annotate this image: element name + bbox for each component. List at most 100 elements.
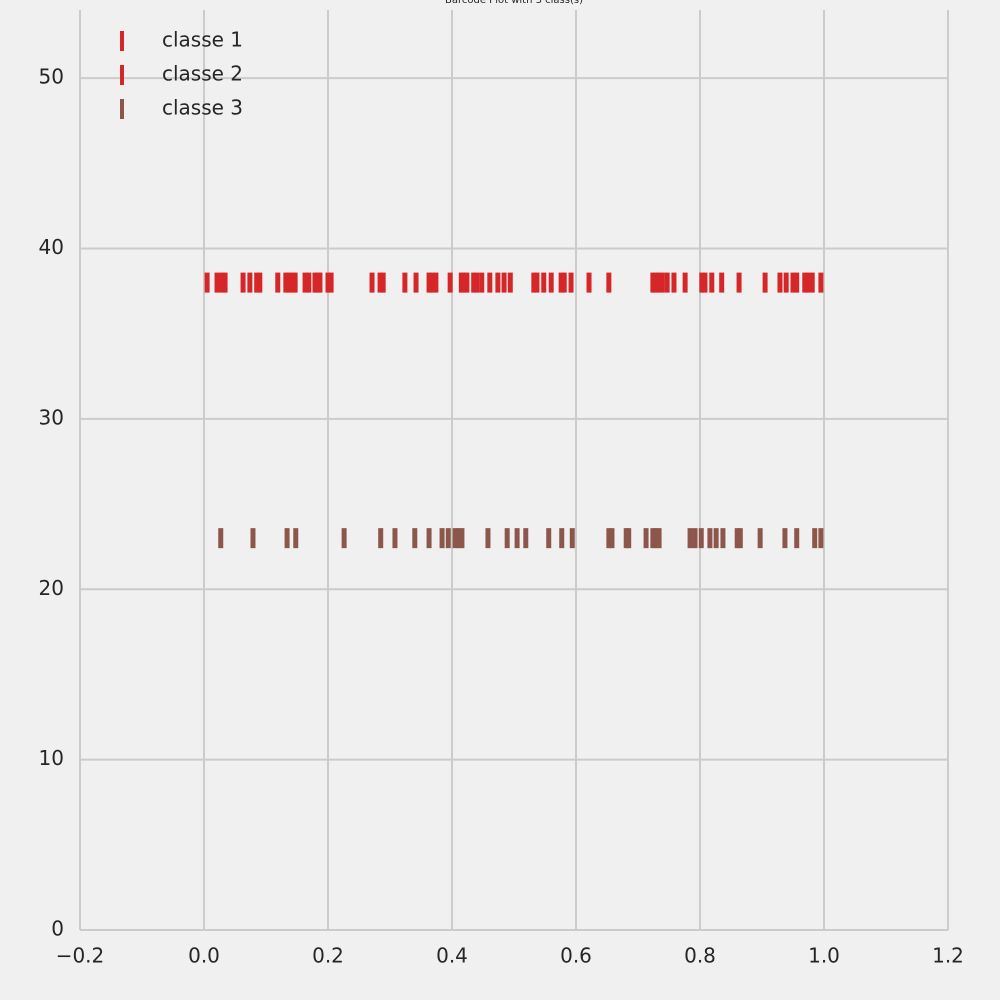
barcode-tick — [534, 272, 540, 293]
y-tick-label: 10 — [39, 746, 64, 770]
legend-marker — [120, 99, 124, 119]
barcode-tick — [802, 272, 808, 293]
barcode-tick — [312, 272, 318, 293]
barcode-tick — [378, 528, 384, 549]
barcode-tick — [292, 272, 298, 293]
barcode-tick — [656, 528, 662, 549]
barcode-tick — [459, 528, 465, 549]
barcode-tick — [392, 528, 398, 549]
barcode-tick — [698, 528, 704, 549]
barcode-tick — [561, 272, 567, 293]
barcode-tick — [558, 272, 564, 293]
barcode-tick — [214, 272, 220, 293]
barcode-tick — [659, 272, 665, 293]
barcode-tick — [531, 272, 537, 293]
barcode-tick — [782, 528, 788, 549]
x-tick-label: 0.4 — [436, 944, 468, 968]
barcode-tick — [709, 272, 715, 293]
barcode-tick — [218, 528, 224, 549]
barcode-tick — [702, 272, 708, 293]
barcode-tick — [286, 272, 292, 293]
barcode-tick — [204, 272, 210, 293]
barcode-tick — [247, 272, 253, 293]
barcode-tick — [664, 272, 670, 293]
legend-label: classe 3 — [162, 96, 243, 120]
barcode-tick — [653, 272, 659, 293]
barcode-tick — [341, 528, 347, 549]
barcode-tick — [250, 528, 256, 549]
legend-marker — [120, 31, 124, 51]
x-tick-label: 0.6 — [560, 944, 592, 968]
y-tick-label: 50 — [39, 65, 64, 89]
barcode-tick — [818, 272, 824, 293]
barcode-tick — [736, 272, 742, 293]
barcode-tick — [514, 528, 520, 549]
barcode-tick — [504, 528, 510, 549]
barcode-tick — [794, 272, 800, 293]
barcode-tick — [643, 528, 649, 549]
barcode-tick — [377, 272, 383, 293]
barcode-tick — [783, 272, 789, 293]
barcode-tick — [275, 272, 281, 293]
barcode-tick — [429, 272, 435, 293]
barcode-tick — [222, 272, 228, 293]
barcode-tick — [471, 272, 477, 293]
barcode-tick — [501, 272, 507, 293]
barcode-tick — [650, 272, 656, 293]
barcode-tick — [656, 272, 662, 293]
barcode-tick — [546, 528, 552, 549]
barcode-tick — [568, 272, 574, 293]
chart-title: Barcode Plot with 3 class(s) — [445, 0, 583, 6]
barcode-tick — [289, 272, 295, 293]
barcode-tick — [254, 272, 260, 293]
barcode-tick — [302, 272, 308, 293]
barcode-tick — [257, 272, 263, 293]
barcode-tick — [426, 528, 432, 549]
barcode-tick — [541, 272, 547, 293]
barcode-tick — [433, 272, 439, 293]
x-tick-label: 1.0 — [808, 944, 840, 968]
barcode-tick — [762, 272, 768, 293]
barcode-tick — [413, 272, 419, 293]
barcode-tick — [653, 528, 659, 549]
barcode-tick — [713, 528, 719, 549]
barcode-tick — [720, 528, 726, 549]
barcode-tick — [464, 272, 470, 293]
y-tick-label: 20 — [39, 576, 64, 600]
barcode-tick — [306, 272, 312, 293]
x-tick-label: 0.2 — [312, 944, 344, 968]
barcode-tick — [809, 272, 815, 293]
barcode-tick — [474, 272, 480, 293]
barcode-tick — [456, 528, 462, 549]
barcode-tick — [240, 272, 246, 293]
barcode-tick — [606, 272, 612, 293]
barcode-tick — [325, 272, 331, 293]
barcode-tick — [412, 528, 418, 549]
barcode-tick — [426, 272, 432, 293]
y-tick-label: 0 — [51, 917, 64, 941]
legend-marker — [120, 65, 124, 85]
x-tick-label: −0.2 — [56, 944, 105, 968]
barcode-tick — [523, 528, 529, 549]
barcode-tick — [548, 272, 554, 293]
barcode-tick — [699, 272, 705, 293]
barcode-tick — [447, 272, 453, 293]
barcode-tick — [609, 528, 615, 549]
x-tick-label: 0.0 — [188, 944, 220, 968]
barcode-tick — [284, 528, 290, 549]
barcode-tick — [692, 528, 698, 549]
barcode-tick — [445, 528, 451, 549]
barcode-tick — [794, 528, 800, 549]
barcode-tick — [606, 528, 612, 549]
barcode-tick — [380, 272, 386, 293]
barcode-tick — [682, 272, 688, 293]
barcode-tick — [586, 272, 592, 293]
barcode-tick — [650, 528, 656, 549]
barcode-tick — [439, 528, 445, 549]
barcode-tick — [812, 528, 818, 549]
barcode-tick — [328, 272, 334, 293]
barcode-tick — [487, 272, 493, 293]
barcode-tick — [707, 528, 713, 549]
